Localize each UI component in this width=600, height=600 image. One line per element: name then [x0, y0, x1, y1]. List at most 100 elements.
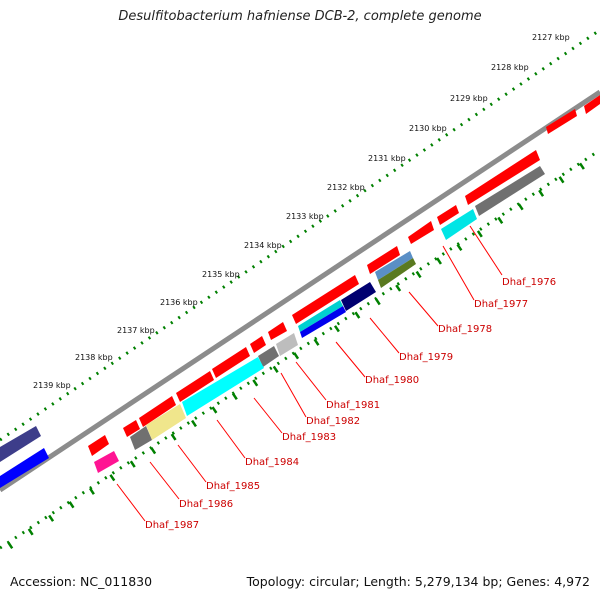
forward-gene[interactable]	[584, 95, 600, 114]
forward-gene[interactable]	[176, 371, 214, 402]
tick-mark	[578, 162, 585, 170]
forward-gene[interactable]	[465, 150, 540, 205]
gene-label[interactable]: Dhaf_1978	[438, 324, 492, 335]
tick-mark	[88, 487, 95, 495]
leader-line	[216, 419, 246, 459]
genome-summary-text: Topology: circular; Length: 5,279,134 bp…	[246, 574, 590, 589]
genome-backbone	[0, 89, 600, 493]
reverse-gene[interactable]	[298, 300, 343, 332]
tick-mark	[231, 392, 238, 401]
reverse-gene[interactable]	[0, 448, 49, 488]
forward-gene[interactable]	[88, 435, 109, 456]
reverse-gene[interactable]	[300, 306, 346, 338]
tick-mark	[7, 541, 14, 549]
gene-label[interactable]: Dhaf_1980	[365, 375, 419, 386]
gene-label[interactable]: Dhaf_1981	[326, 400, 380, 411]
gene-label[interactable]: Dhaf_1984	[245, 457, 299, 468]
leader-line	[116, 483, 146, 522]
forward-gene[interactable]	[0, 426, 41, 462]
reverse-gene[interactable]	[378, 258, 416, 288]
leader-line	[442, 245, 475, 301]
gene-label[interactable]: Dhaf_1979	[399, 352, 453, 363]
tick-mark	[517, 203, 524, 211]
kbp-label: 2136 kbp	[160, 298, 198, 307]
kbp-label: 2131 kbp	[368, 154, 406, 163]
leader-line	[408, 291, 439, 327]
tick-mark	[109, 474, 116, 482]
reverse-gene[interactable]	[182, 357, 264, 416]
reverse-gene[interactable]	[475, 166, 545, 216]
forward-gene[interactable]	[367, 246, 400, 274]
leader-line	[295, 361, 327, 401]
kbp-label: 2134 kbp	[244, 241, 282, 250]
inner-scale-line	[0, 148, 600, 550]
tick-mark	[415, 270, 422, 279]
tick-mark	[211, 406, 218, 414]
tick-mark	[538, 189, 545, 197]
map-title: Desulfitobacterium hafniense DCB-2, comp…	[118, 9, 482, 24]
tick-mark	[48, 514, 55, 522]
forward-gene[interactable]	[250, 336, 266, 353]
tick-mark	[558, 176, 565, 184]
forward-gene[interactable]	[408, 221, 434, 244]
leader-line	[335, 341, 366, 378]
tick-mark	[170, 433, 177, 441]
tick-mark	[293, 352, 300, 360]
tick-mark	[252, 379, 259, 387]
tick-mark	[456, 243, 463, 252]
tick-mark	[129, 460, 136, 468]
reverse-gene[interactable]	[441, 209, 477, 240]
reverse-gene[interactable]	[375, 251, 413, 280]
gene-label[interactable]: Dhaf_1976	[502, 277, 556, 288]
kbp-label: 2132 kbp	[327, 183, 365, 192]
gene-label[interactable]: Dhaf_1982	[306, 416, 360, 427]
leader-line	[280, 372, 307, 418]
reverse-gene[interactable]	[146, 404, 186, 440]
gene-label[interactable]: Dhaf_1985	[206, 481, 260, 492]
tick-mark	[150, 446, 157, 455]
outer-scale-line	[0, 28, 600, 442]
gene-label[interactable]: Dhaf_1986	[179, 499, 233, 510]
tick-mark	[333, 325, 340, 333]
tick-mark	[354, 311, 361, 319]
leader-line	[149, 461, 180, 500]
tick-mark	[374, 298, 381, 306]
forward-gene[interactable]	[123, 420, 140, 437]
kbp-label: 2128 kbp	[491, 63, 529, 72]
forward-gene[interactable]	[212, 347, 250, 378]
reverse-gene[interactable]	[130, 426, 152, 450]
tick-mark	[68, 501, 75, 509]
reverse-gene[interactable]	[94, 451, 119, 473]
forward-gene[interactable]	[292, 275, 359, 324]
tick-mark	[476, 230, 483, 238]
kbp-label: 2133 kbp	[286, 212, 324, 221]
kbp-label: 2127 kbp	[532, 33, 570, 42]
gene-label[interactable]: Dhaf_1987	[145, 520, 199, 531]
forward-gene[interactable]	[139, 396, 176, 427]
kbp-label: 2138 kbp	[75, 353, 113, 362]
gene-label[interactable]: Dhaf_1977	[474, 299, 528, 310]
label-leaders	[116, 225, 503, 522]
tick-mark	[313, 338, 320, 346]
tick-mark	[497, 216, 504, 224]
kbp-label: 2139 kbp	[33, 381, 71, 390]
reverse-gene[interactable]	[341, 282, 376, 311]
kbp-label: 2137 kbp	[117, 326, 155, 335]
accession-text: Accession: NC_011830	[10, 574, 153, 589]
kbp-label: 2129 kbp	[450, 94, 488, 103]
tick-mark	[191, 419, 197, 428]
tick-mark	[395, 284, 402, 292]
forward-gene[interactable]	[437, 205, 459, 225]
forward-gene[interactable]	[268, 322, 287, 340]
reverse-gene[interactable]	[276, 333, 298, 356]
gene-label[interactable]: Dhaf_1983	[282, 432, 336, 443]
tick-mark	[436, 257, 442, 265]
tick-marks	[7, 162, 585, 549]
leader-line	[177, 444, 207, 483]
tick-mark	[27, 528, 34, 536]
reverse-strand-genes	[0, 166, 545, 488]
genome-diagram: 2127 kbp 2128 kbp 2129 kbp 2130 kbp 2131…	[0, 28, 600, 550]
reverse-gene[interactable]	[258, 346, 279, 367]
forward-gene[interactable]	[546, 109, 577, 134]
